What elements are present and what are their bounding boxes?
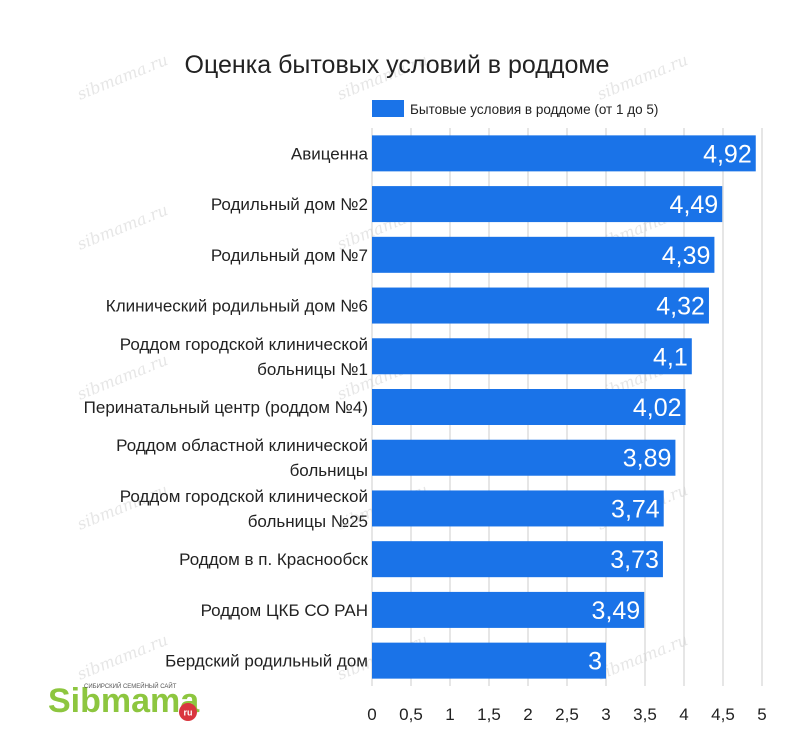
bar-value-label: 4,02: [633, 394, 682, 422]
bar-value-label: 3,49: [592, 597, 641, 625]
bars: 4,92 4,49 4,39 4,32 4,1 4,02 3,89 3,74 3,73 3,49 3: [372, 135, 756, 679]
bar-value-label: 4,39: [662, 242, 711, 270]
bar: [372, 186, 723, 223]
watermark-text: sibmama.ru: [74, 350, 170, 404]
bar-value-label: 4,32: [656, 293, 705, 321]
bar: [372, 389, 686, 425]
bar-value-label: 4,92: [703, 140, 752, 168]
bar: [372, 642, 606, 679]
category-label: Роддом в п. Краснообск: [179, 550, 368, 569]
bar-value-label: 3: [588, 648, 602, 676]
category-label: Роддом областной клинической: [116, 436, 368, 455]
bar-value-label: 4,49: [670, 191, 719, 219]
sibmama-logo: Sibmama СИБИРСКИЙ СЕМЕЙНЫЙ САЙТ ru: [48, 682, 200, 721]
x-tick-label: 3,5: [633, 705, 657, 724]
bar-value-label: 4,1: [653, 343, 688, 371]
category-label: Родильный дом №7: [211, 246, 368, 265]
watermark-text: sibmama.ru: [74, 630, 170, 684]
category-label: больницы №1: [257, 360, 368, 379]
bar: [372, 236, 715, 273]
category-label: Родильный дом №2: [211, 195, 368, 214]
logo-tagline: СИБИРСКИЙ СЕМЕЙНЫЙ САЙТ: [84, 682, 177, 690]
x-tick-label: 2: [523, 705, 532, 724]
x-tick-label: 4: [679, 705, 688, 724]
bar: [372, 287, 709, 324]
bar: [372, 135, 756, 172]
watermark-text: sibmama.ru: [594, 630, 690, 684]
x-tick-label: 0,5: [399, 705, 423, 724]
legend-swatch: [372, 100, 404, 117]
legend: Бытовые условия в роддоме (от 1 до 5): [372, 100, 658, 117]
bar: [372, 338, 692, 375]
bar: [372, 490, 664, 527]
chart-title: Оценка бытовых условий в роддоме: [185, 51, 610, 79]
x-tick-label: 1: [445, 705, 454, 724]
x-tick-label: 1,5: [477, 705, 501, 724]
category-label: Бердский родильный дом: [165, 652, 368, 671]
bar: [372, 591, 645, 628]
category-label: больницы №25: [248, 512, 368, 531]
category-label: Клинический родильный дом №6: [106, 297, 368, 316]
logo-domain: ru: [184, 708, 193, 718]
x-tick-label: 3: [601, 705, 610, 724]
bar-value-label: 3,89: [623, 445, 672, 473]
x-tick-label: 4,5: [711, 705, 735, 724]
category-label: Роддом городской клинической: [120, 335, 368, 354]
logo-text: Sibmama: [48, 682, 200, 720]
bar-value-label: 3,73: [610, 546, 659, 574]
category-label: Роддом ЦКБ СО РАН: [201, 601, 368, 620]
category-label: Авиценна: [291, 144, 369, 163]
category-label: Перинатальный центр (роддом №4): [84, 398, 368, 417]
bar: [372, 439, 676, 476]
logo-dot-icon: [179, 703, 197, 721]
category-label: больницы: [290, 461, 368, 480]
x-tick-label: 2,5: [555, 705, 579, 724]
category-labels: Авиценна Родильный дом №2 Родильный дом №7…: [84, 144, 369, 670]
bar-value-label: 3,74: [611, 495, 660, 523]
watermark-text: sibmama.ru: [74, 200, 170, 254]
watermark-text: sibmama.ru: [74, 50, 170, 104]
bar: [372, 541, 663, 578]
legend-label: Бытовые условия в роддоме (от 1 до 5): [410, 102, 658, 117]
x-tick-label: 5: [757, 705, 766, 724]
x-tick-label: 0: [367, 705, 376, 724]
category-label: Роддом городской клинической: [120, 487, 368, 506]
x-tick-labels: 0 0,5 1 1,5 2 2,5 3 3,5 4 4,5 5: [367, 705, 766, 724]
